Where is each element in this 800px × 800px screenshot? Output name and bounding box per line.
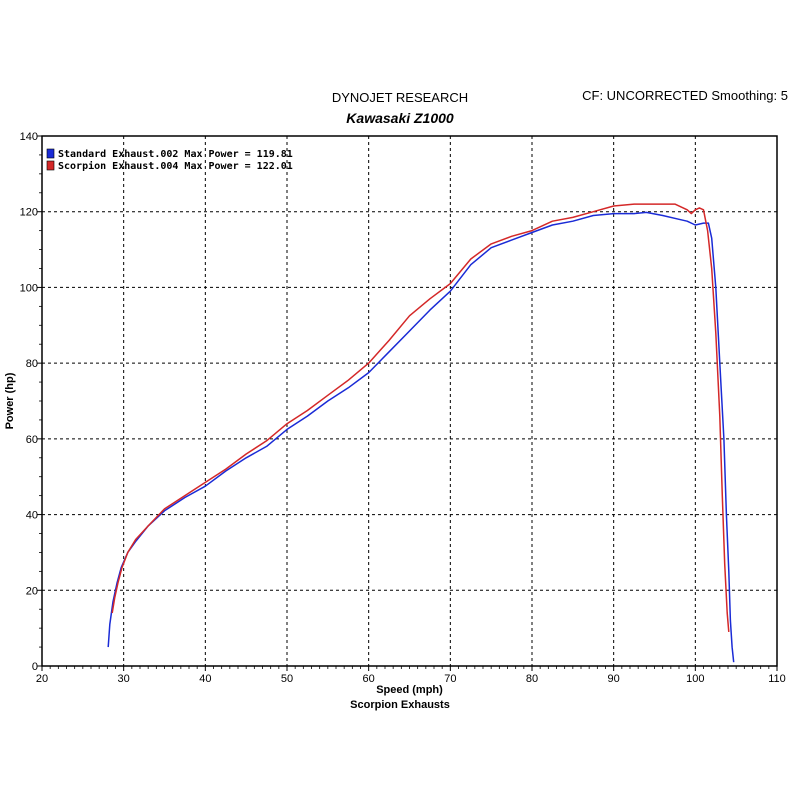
x-tick-label: 70 — [444, 673, 456, 685]
y-tick-label: 0 — [32, 661, 38, 673]
x-tick-label: 20 — [36, 673, 48, 685]
y-tick-label: 120 — [20, 207, 38, 219]
correction-info: CF: UNCORRECTED Smoothing: 5 — [582, 88, 788, 103]
y-axis-label: Power (hp) — [4, 372, 16, 429]
x-tick-label: 40 — [199, 673, 211, 685]
legend-swatch — [46, 148, 55, 159]
legend-entry: Standard Exhaust.002 Max Power = 119.81 — [58, 149, 293, 160]
series-line-2 — [111, 203, 730, 632]
y-tick-label: 20 — [26, 585, 38, 597]
x-axis-label: Speed (mph) — [376, 684, 443, 696]
y-tick-label: 140 — [20, 131, 38, 143]
y-tick-label: 80 — [26, 358, 38, 370]
chart-subtitle: Kawasaki Z1000 — [346, 110, 454, 126]
plot-frame — [41, 135, 778, 667]
x-tick-label: 80 — [526, 673, 538, 685]
x-tick-label: 30 — [118, 673, 130, 685]
y-tick-label: 40 — [26, 510, 38, 522]
footer-label: Scorpion Exhausts — [350, 699, 450, 711]
chart-title: DYNOJET RESEARCH — [331, 90, 469, 105]
y-tick-label: 60 — [26, 434, 38, 446]
x-tick-label: 90 — [608, 673, 620, 685]
x-tick-label: 110 — [768, 673, 786, 685]
x-tick-label: 50 — [281, 673, 293, 685]
series-line-1 — [107, 211, 735, 663]
legend-entry: Scorpion Exhaust.004 Max Power = 122.01 — [58, 160, 293, 172]
legend-swatch — [46, 160, 55, 171]
x-tick-label: 100 — [686, 673, 704, 685]
y-tick-label: 100 — [20, 282, 38, 294]
x-tick-label: 60 — [363, 673, 375, 685]
